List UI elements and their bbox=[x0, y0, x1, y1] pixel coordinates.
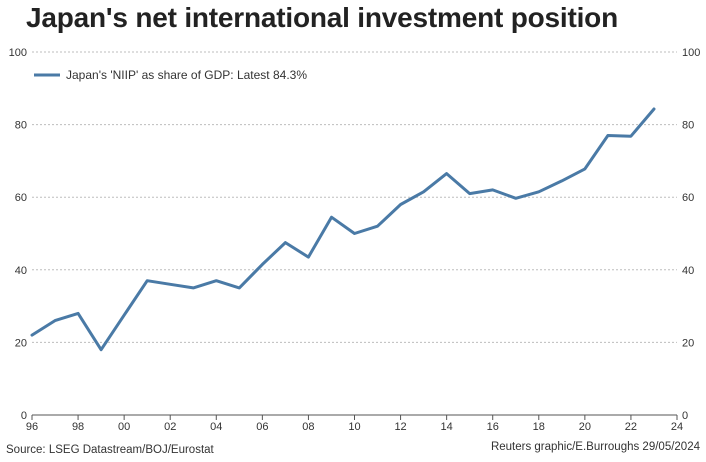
x-tick-label: 24 bbox=[671, 421, 683, 433]
y-tick-label-left: 100 bbox=[9, 47, 27, 59]
data-point bbox=[422, 190, 425, 193]
data-point bbox=[583, 167, 586, 170]
x-tick-label: 16 bbox=[487, 421, 499, 433]
y-tick-label-right: 20 bbox=[682, 337, 694, 349]
legend-label: Japan's 'NIIP' as share of GDP: Latest 8… bbox=[66, 68, 307, 82]
x-tick-label: 14 bbox=[441, 421, 453, 433]
data-point bbox=[399, 203, 402, 206]
data-point bbox=[445, 172, 448, 175]
chart-title: Japan's net international investment pos… bbox=[26, 2, 618, 33]
data-point bbox=[353, 232, 356, 235]
y-tick-label-left: 20 bbox=[15, 337, 27, 349]
x-tick-label: 12 bbox=[394, 421, 406, 433]
data-point bbox=[146, 279, 149, 282]
y-tick-label-right: 0 bbox=[682, 410, 688, 422]
data-point bbox=[307, 256, 310, 259]
data-point bbox=[629, 135, 632, 138]
x-tick-label: 04 bbox=[210, 421, 222, 433]
x-tick-label: 10 bbox=[348, 421, 360, 433]
y-tick-label-right: 80 bbox=[682, 120, 694, 132]
data-point bbox=[192, 286, 195, 289]
data-point bbox=[77, 312, 80, 315]
x-tick-label: 18 bbox=[533, 421, 545, 433]
x-tick-label: 06 bbox=[256, 421, 268, 433]
data-point bbox=[330, 216, 333, 219]
data-point bbox=[31, 334, 34, 337]
data-point bbox=[376, 225, 379, 228]
data-point bbox=[238, 286, 241, 289]
data-point bbox=[215, 279, 218, 282]
y-tick-label-right: 100 bbox=[682, 47, 700, 59]
data-point bbox=[261, 263, 264, 266]
source-note: Source: LSEG Datastream/BOJ/Eurostat bbox=[6, 444, 214, 456]
data-point bbox=[537, 190, 540, 193]
y-tick-label-left: 80 bbox=[15, 120, 27, 132]
legend: Japan's 'NIIP' as share of GDP: Latest 8… bbox=[34, 68, 307, 82]
data-point bbox=[123, 314, 126, 317]
y-tick-label-right: 40 bbox=[682, 265, 694, 277]
data-point bbox=[560, 179, 563, 182]
data-point bbox=[284, 241, 287, 244]
data-point bbox=[100, 348, 103, 351]
y-tick-label-left: 40 bbox=[15, 265, 27, 277]
data-point bbox=[468, 192, 471, 195]
data-point bbox=[652, 107, 655, 110]
x-tick-label: 08 bbox=[302, 421, 314, 433]
data-point bbox=[169, 283, 172, 286]
x-tick-label: 00 bbox=[118, 421, 130, 433]
gridlines bbox=[32, 51, 677, 343]
x-tick-label: 96 bbox=[26, 421, 38, 433]
y-tick-label-left: 0 bbox=[21, 410, 27, 422]
credit-note: Reuters graphic/E.Burroughs 29/05/2024 bbox=[490, 441, 700, 453]
data-point bbox=[514, 197, 517, 200]
series-layer bbox=[30, 107, 656, 352]
y-tick-label-left: 60 bbox=[15, 192, 27, 204]
data-point bbox=[606, 134, 609, 137]
y-tick-label-right: 60 bbox=[682, 192, 694, 204]
series-line-niip bbox=[30, 107, 656, 352]
x-tick-label: 20 bbox=[579, 421, 591, 433]
data-point bbox=[54, 319, 57, 322]
x-tick-label: 02 bbox=[164, 421, 176, 433]
x-tick-label: 98 bbox=[72, 421, 84, 433]
data-point bbox=[491, 188, 494, 191]
x-tick-label: 22 bbox=[625, 421, 637, 433]
